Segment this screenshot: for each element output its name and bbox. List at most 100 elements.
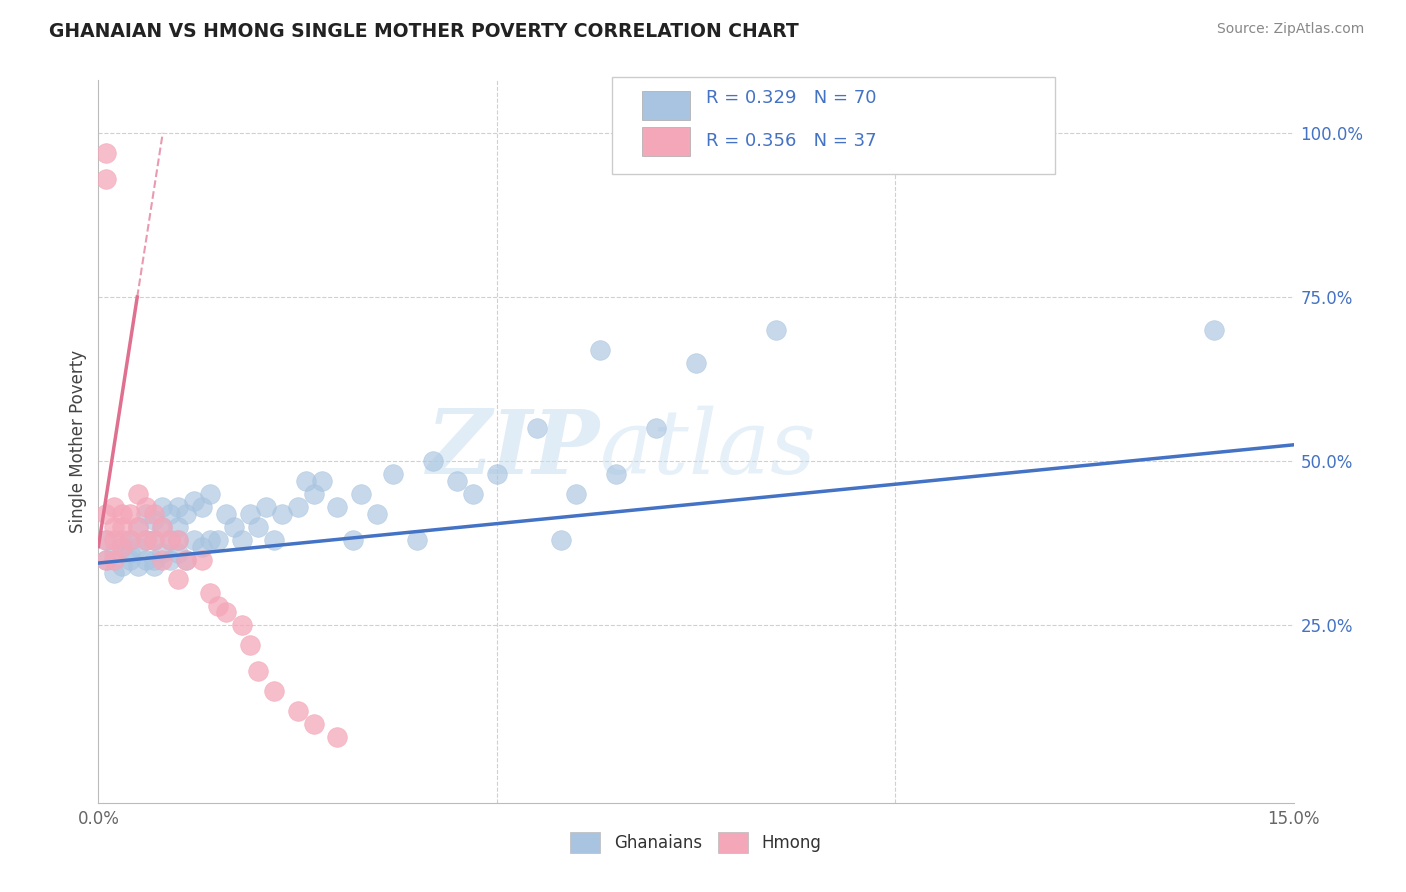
Point — [120, 553, 142, 567]
Point — [143, 513, 166, 527]
Point — [159, 507, 181, 521]
Point — [96, 533, 118, 547]
FancyBboxPatch shape — [613, 77, 1054, 174]
Point — [143, 553, 166, 567]
Point — [270, 507, 292, 521]
Point — [526, 421, 548, 435]
Point — [198, 533, 221, 547]
Point — [183, 533, 205, 547]
Point — [191, 500, 214, 515]
Point — [150, 546, 173, 560]
Point — [550, 533, 572, 547]
Point — [111, 533, 134, 547]
Point — [96, 553, 118, 567]
Text: Source: ZipAtlas.com: Source: ZipAtlas.com — [1216, 22, 1364, 37]
Point — [174, 553, 197, 567]
Point — [239, 507, 262, 521]
Point — [103, 566, 125, 580]
Point — [150, 500, 173, 515]
Point — [191, 553, 214, 567]
Point — [366, 507, 388, 521]
Point — [111, 559, 134, 574]
Point — [765, 323, 787, 337]
Point — [111, 540, 134, 554]
Point — [231, 533, 253, 547]
Point — [159, 533, 181, 547]
Point — [287, 500, 309, 515]
Point — [167, 546, 190, 560]
Point — [103, 500, 125, 515]
Point — [111, 507, 134, 521]
Point — [302, 717, 325, 731]
Point — [135, 533, 157, 547]
Point — [207, 599, 229, 613]
Point — [135, 500, 157, 515]
Point — [159, 553, 181, 567]
Point — [96, 533, 118, 547]
Point — [215, 605, 238, 619]
Bar — [643, 91, 690, 120]
Point — [287, 704, 309, 718]
Point — [111, 540, 134, 554]
Point — [120, 533, 142, 547]
Point — [96, 171, 118, 186]
Point — [167, 533, 190, 547]
Point — [350, 487, 373, 501]
Point — [103, 520, 125, 534]
Legend: Ghanaians, Hmong: Ghanaians, Hmong — [564, 826, 828, 860]
Point — [150, 553, 173, 567]
Point — [174, 553, 197, 567]
Point — [120, 546, 142, 560]
Point — [685, 356, 707, 370]
Point — [422, 454, 444, 468]
Point — [135, 507, 157, 521]
Point — [167, 533, 190, 547]
Point — [294, 474, 316, 488]
Point — [120, 533, 142, 547]
Point — [96, 553, 118, 567]
Point — [127, 520, 149, 534]
Point — [143, 559, 166, 574]
Point — [246, 665, 269, 679]
Point — [111, 520, 134, 534]
Point — [406, 533, 429, 547]
Point — [143, 533, 166, 547]
Point — [167, 573, 190, 587]
Point — [605, 467, 627, 482]
Point — [231, 618, 253, 632]
Point — [461, 487, 484, 501]
Point — [96, 145, 118, 160]
Point — [127, 520, 149, 534]
Point — [127, 559, 149, 574]
Point — [103, 546, 125, 560]
Point — [263, 684, 285, 698]
Point — [246, 520, 269, 534]
Point — [645, 421, 668, 435]
Point — [382, 467, 405, 482]
Point — [143, 507, 166, 521]
Text: R = 0.329   N = 70: R = 0.329 N = 70 — [706, 89, 876, 107]
Point — [143, 533, 166, 547]
Point — [127, 540, 149, 554]
Text: ZIP: ZIP — [427, 406, 600, 492]
Point — [326, 730, 349, 744]
Point — [239, 638, 262, 652]
Point — [127, 487, 149, 501]
Point — [1202, 323, 1225, 337]
Text: R = 0.356   N = 37: R = 0.356 N = 37 — [706, 132, 876, 150]
Point — [103, 533, 125, 547]
Point — [150, 520, 173, 534]
Point — [198, 585, 221, 599]
Point — [96, 507, 118, 521]
Point — [263, 533, 285, 547]
Point — [183, 493, 205, 508]
Text: atlas: atlas — [600, 405, 815, 492]
Point — [191, 540, 214, 554]
Y-axis label: Single Mother Poverty: Single Mother Poverty — [69, 350, 87, 533]
Point — [167, 520, 190, 534]
Text: GHANAIAN VS HMONG SINGLE MOTHER POVERTY CORRELATION CHART: GHANAIAN VS HMONG SINGLE MOTHER POVERTY … — [49, 22, 799, 41]
Bar — [643, 128, 690, 156]
Point — [485, 467, 508, 482]
Point — [159, 533, 181, 547]
Point — [135, 533, 157, 547]
